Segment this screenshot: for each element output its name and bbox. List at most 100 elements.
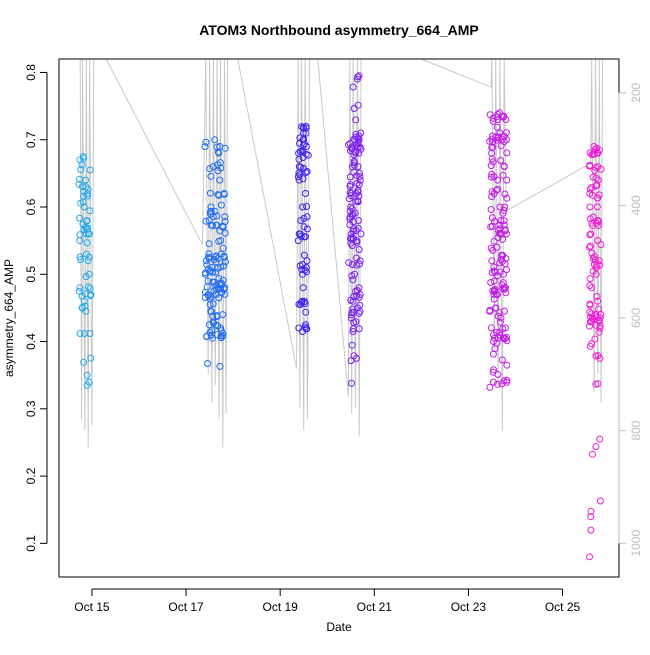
data-point	[587, 313, 595, 321]
data-point	[490, 173, 498, 181]
data-point	[217, 201, 225, 209]
data-point	[211, 136, 219, 144]
series-1	[75, 153, 95, 389]
data-point	[209, 318, 217, 326]
chart-title: ATOM3 Northbound asymmetry_664_AMP	[199, 22, 479, 38]
data-point	[487, 206, 495, 213]
data-point	[496, 328, 504, 336]
data-point	[587, 507, 595, 515]
data-point	[490, 334, 498, 342]
data-point	[86, 330, 94, 337]
data-point	[214, 264, 222, 272]
data-point	[489, 378, 497, 386]
data-point	[84, 192, 92, 200]
x-tick-label: Oct 17	[168, 600, 204, 614]
data-point	[76, 330, 84, 337]
data-point	[588, 310, 596, 318]
data-point	[503, 194, 511, 202]
data-point	[76, 253, 84, 261]
data-point	[206, 268, 213, 276]
data-point	[206, 165, 214, 173]
data-point	[494, 312, 502, 320]
data-point	[348, 272, 356, 280]
data-point	[354, 188, 362, 196]
data-point	[499, 171, 507, 179]
data-point	[592, 174, 600, 182]
data-point	[496, 318, 504, 326]
data-point	[587, 513, 595, 521]
y-tick-label: 0.3	[24, 400, 38, 417]
data-point	[586, 282, 594, 290]
data-point	[300, 136, 308, 143]
data-point	[295, 176, 303, 184]
data-point	[593, 219, 601, 227]
data-point	[348, 309, 356, 316]
data-point	[586, 215, 594, 223]
data-point	[489, 158, 497, 166]
data-point	[594, 297, 602, 305]
data-point	[489, 246, 497, 254]
data-point	[85, 253, 93, 261]
data-point	[80, 154, 88, 162]
data-point	[206, 189, 214, 197]
data-point	[593, 144, 600, 152]
data-point	[502, 129, 510, 137]
axes-layer: Oct 15 Oct 17 Oct 19 Oct 21 Oct 23 Oct 25 0.1 0…	[24, 58, 643, 614]
data-point	[302, 325, 310, 333]
data-point	[355, 246, 363, 253]
data-point	[586, 308, 594, 316]
data-point	[86, 285, 94, 292]
data-point	[221, 284, 229, 292]
data-point	[493, 123, 501, 131]
data-point	[490, 277, 498, 285]
data-point	[348, 212, 356, 220]
data-point	[492, 186, 500, 194]
data-point	[500, 217, 508, 225]
data-point	[82, 273, 90, 281]
data-point	[83, 225, 90, 233]
data-point	[487, 173, 495, 181]
data-point	[87, 354, 95, 362]
data-point	[488, 269, 496, 277]
data-point	[494, 116, 502, 124]
data-point	[216, 227, 224, 235]
data-point	[487, 324, 495, 332]
data-point	[353, 75, 361, 83]
data-point	[294, 173, 302, 181]
data-point	[488, 170, 496, 178]
data-point	[348, 261, 356, 268]
data-point	[202, 217, 210, 225]
data-point	[86, 207, 94, 215]
x-axis-label: Date	[326, 620, 352, 634]
data-point	[498, 356, 506, 364]
data-point	[349, 305, 357, 313]
data-point	[77, 199, 85, 207]
data-point	[300, 214, 308, 222]
data-point	[216, 176, 224, 184]
y-axis-label: asymmetry_664_AMP	[2, 259, 16, 377]
data-point	[489, 338, 497, 345]
data-point	[586, 553, 593, 561]
data-point	[499, 209, 507, 217]
data-point	[201, 294, 209, 301]
data-point	[303, 257, 311, 265]
data-point	[493, 113, 501, 121]
data-point	[490, 288, 498, 296]
data-point	[79, 220, 87, 228]
data-point	[214, 161, 221, 169]
series-4	[344, 72, 365, 387]
data-point	[353, 254, 360, 262]
data-point	[299, 203, 307, 211]
data-point	[304, 151, 312, 159]
data-point	[488, 193, 496, 201]
data-point	[301, 298, 308, 305]
data-point	[215, 237, 223, 245]
data-point	[350, 105, 358, 112]
data-point	[592, 164, 600, 172]
data-point	[296, 262, 304, 270]
data-point	[589, 450, 596, 458]
data-point	[586, 162, 593, 170]
data-point	[586, 149, 594, 157]
data-point	[488, 214, 496, 222]
data-point	[221, 144, 229, 152]
